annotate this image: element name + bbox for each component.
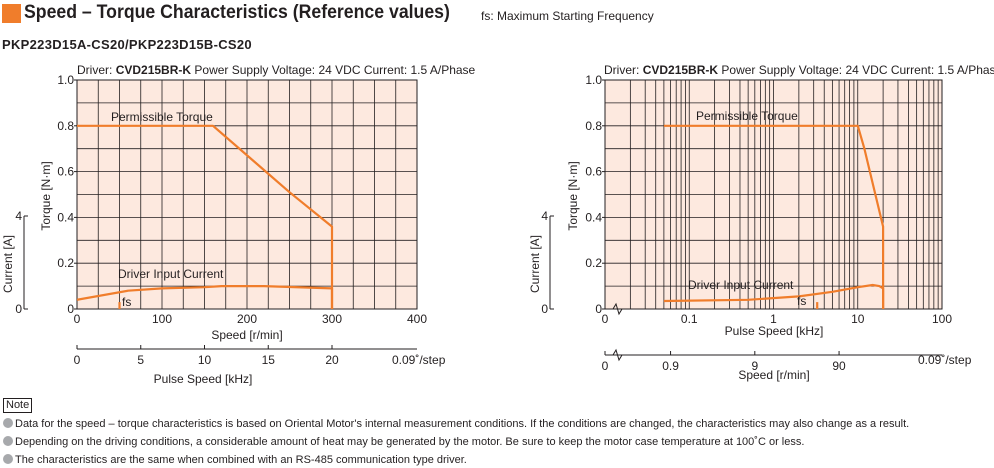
axis-break-x (612, 302, 623, 316)
x2-tick-label-right: 9 (751, 359, 758, 373)
x-ticks-right: 0 0.1 1 10 100 (602, 312, 953, 326)
page-title: Speed – Torque Characteristics (Referenc… (24, 2, 450, 23)
y-ticks-right: 0 0.2 0.4 0.6 0.8 1.0 (585, 73, 605, 316)
series-label-driver-input-current-left: Driver Input Current (118, 267, 224, 281)
series-permissible-torque-left (77, 124, 334, 309)
y-tick-label-left: 0 (67, 302, 74, 316)
chart-left: Driver: CVD215BR-K Power Supply Voltage:… (1, 63, 476, 386)
series-label-permissible-torque-left: Permissible Torque (111, 110, 213, 124)
series-left (77, 124, 334, 309)
y2-label-left: Current [A] (1, 235, 15, 293)
x-label-left: Speed [r/min] (211, 328, 282, 342)
x-tick-label-right: 0.1 (681, 312, 698, 326)
x2-step-right: 0.09˚/step (918, 353, 972, 367)
x2-label-right: Speed [r/min] (738, 368, 809, 382)
x-tick-label-right: 0 (602, 312, 609, 326)
series-driver-input-current-left (77, 285, 334, 309)
x2-step-left: 0.09˚/step (392, 353, 446, 367)
y-tick-label-left: 0.6 (57, 165, 74, 179)
charts-canvas: Driver: CVD215BR-K Power Supply Voltage:… (1, 63, 994, 386)
y-tick-label-left: 1.0 (57, 73, 74, 87)
note-item: The characteristics are the same when co… (3, 454, 467, 466)
x2-tick-label-right: 0 (602, 359, 609, 373)
x-label-right: Pulse Speed [kHz] (725, 324, 824, 338)
title-note: fs: Maximum Starting Frequency (481, 9, 654, 23)
y2-tick-label-left: 4 (15, 209, 22, 223)
x-tick-label-left: 300 (322, 312, 342, 326)
series-label-fs-left: fs (122, 295, 131, 309)
driver-line-left: Driver: CVD215BR-K Power Supply Voltage:… (77, 63, 476, 77)
y-label-left: Torque [N·m] (39, 161, 53, 230)
title-marker (2, 4, 21, 23)
y-tick-label-right: 0.8 (585, 119, 602, 133)
note-item: Data for the speed – torque characterist… (3, 418, 909, 430)
chart-right: Driver: CVD215BR-K Power Supply Voltage:… (528, 63, 994, 382)
x2-tick-label-right: 90 (832, 359, 846, 373)
bullet-icon (3, 418, 13, 428)
x-tick-label-right: 10 (851, 312, 865, 326)
y2-tick-label-right: 4 (541, 209, 548, 223)
x-tick-label-right: 100 (932, 312, 952, 326)
x2-tick-label-left: 20 (325, 353, 339, 367)
y-tick-label-right: 1.0 (585, 73, 602, 87)
x-tick-label-left: 400 (407, 312, 427, 326)
axis-break-marks (612, 302, 623, 362)
y-ticks-left: 0 0.2 0.4 0.6 0.8 1.0 (57, 73, 77, 316)
x2-tick-label-right: 0.9 (662, 359, 679, 373)
driver-line-right: Driver: CVD215BR-K Power Supply Voltage:… (604, 63, 994, 77)
x2-ticks-left: 0 5 10 15 20 (74, 345, 339, 367)
y-tick-label-right: 0.4 (585, 210, 602, 224)
y-tick-label-right: 0 (595, 302, 602, 316)
x-tick-label-left: 0 (74, 312, 81, 326)
y-tick-label-left: 0.8 (57, 119, 74, 133)
y-label-right: Torque [N·m] (566, 161, 580, 230)
y-tick-label-right: 0.6 (585, 165, 602, 179)
x-tick-label-left: 200 (237, 312, 257, 326)
grid-right (605, 80, 942, 309)
model-name: PKP223D15A-CS20/PKP223D15B-CS20 (2, 37, 252, 52)
y2-label-right: Current [A] (528, 235, 542, 293)
y-tick-label-left: 0.2 (57, 256, 74, 270)
y2-tick-label-left: 0 (15, 302, 22, 316)
series-label-driver-input-current-right: Driver Input Current (688, 278, 794, 292)
series-right (663, 124, 885, 309)
note-item: Depending on the driving conditions, a c… (3, 436, 804, 448)
series-label-permissible-torque-right: Permissible Torque (696, 109, 798, 123)
x2-tick-label-left: 15 (262, 353, 276, 367)
bullet-icon (3, 454, 13, 464)
x-tick-label-right: 1 (770, 312, 777, 326)
y-tick-label-right: 0.2 (585, 256, 602, 270)
bullet-icon (3, 436, 13, 446)
x2-tick-label-left: 10 (198, 353, 212, 367)
series-label-fs-right: fs (797, 294, 806, 308)
series-driver-input-current-right (663, 283, 885, 309)
note-label: Note (3, 398, 33, 413)
y2-ticks-left: 04 (15, 209, 22, 316)
x2-tick-label-left: 0 (74, 353, 81, 367)
x2-tick-label-left: 5 (137, 353, 144, 367)
axis-break-x2 (612, 348, 623, 362)
x2-label-left: Pulse Speed [kHz] (154, 372, 253, 386)
x-tick-label-left: 100 (152, 312, 172, 326)
x-ticks-left: 0 100 200 300 400 (74, 312, 428, 326)
y2-tick-label-right: 0 (541, 302, 548, 316)
y2-ticks-right: 04 (541, 209, 548, 316)
series-permissible-torque-right (663, 124, 885, 309)
x2-ticks-right: 0 0.9 9 90 (602, 351, 846, 373)
y-tick-label-left: 0.4 (57, 210, 74, 224)
